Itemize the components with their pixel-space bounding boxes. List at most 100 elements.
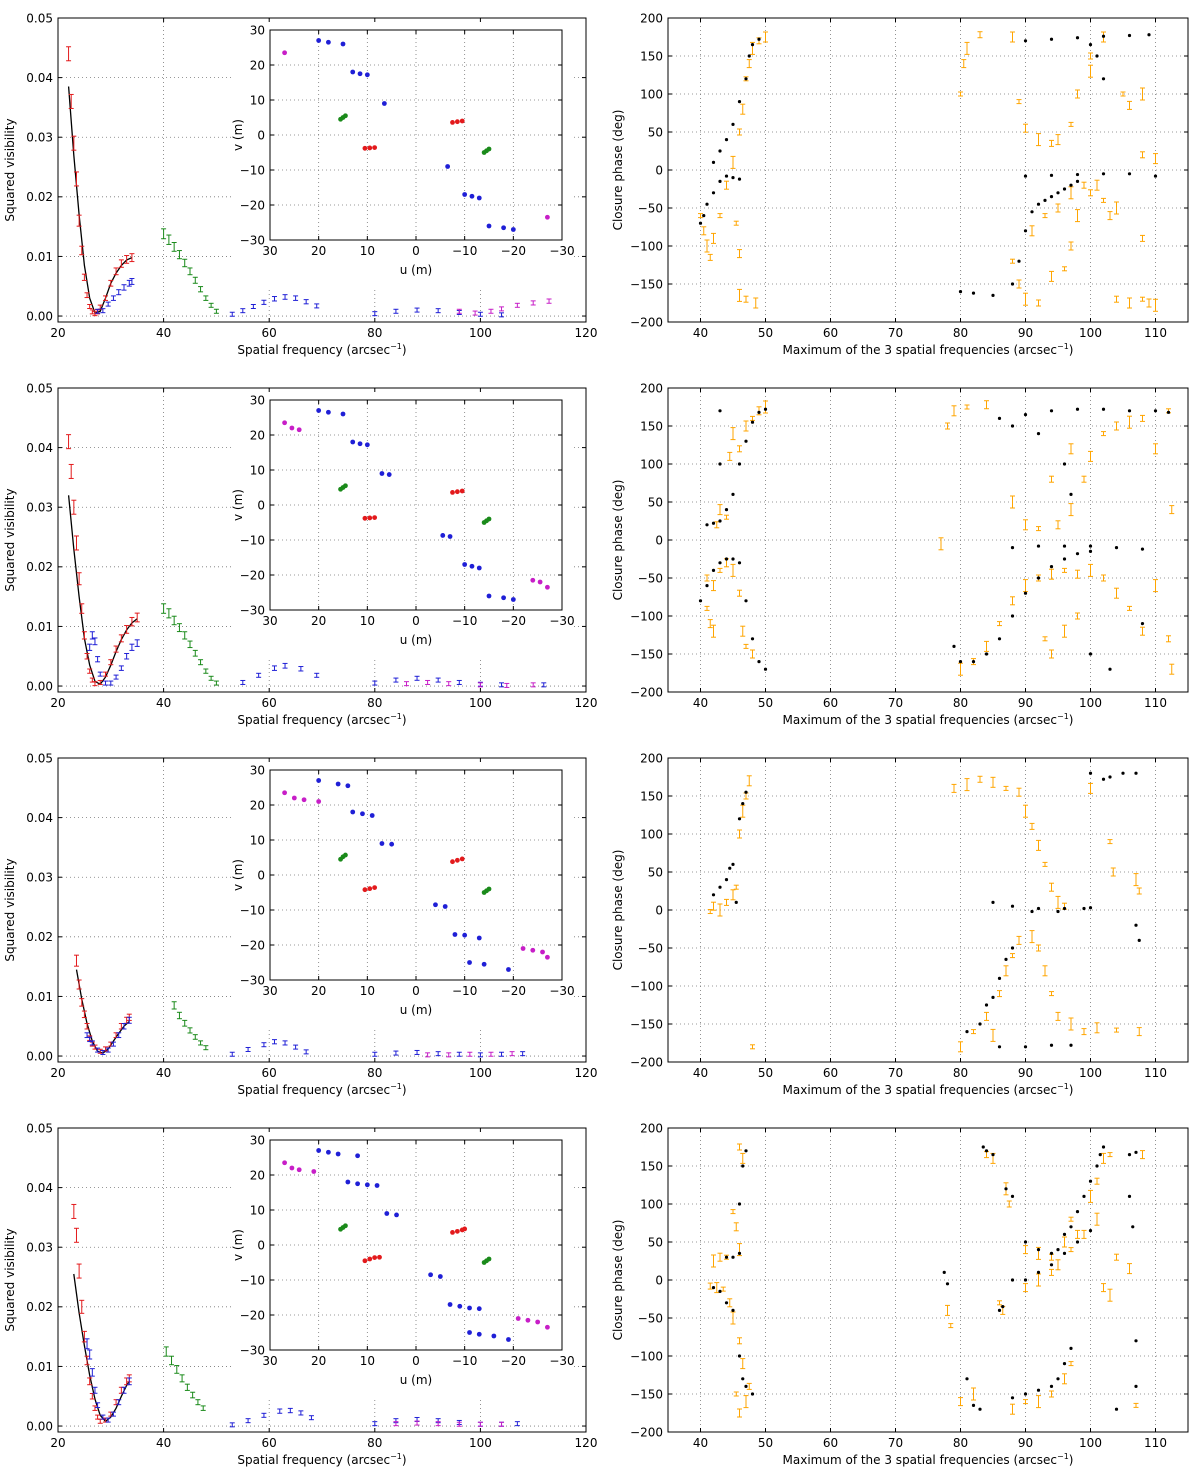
closure-model-point: [1114, 546, 1119, 550]
uv-point-magenta: [520, 946, 526, 951]
closure-model-point: [1140, 547, 1145, 551]
closure-model-point: [1114, 1407, 1119, 1411]
uv-point-blue: [452, 932, 458, 937]
uv-point-red: [367, 1256, 373, 1262]
x-tick-label: 80: [953, 1436, 968, 1450]
closure-row1: 40 50 60 70 80 90 100 110 −200 −150 −100 −50 0 50 100 1…: [611, 11, 1189, 357]
uv-point-green: [486, 516, 492, 522]
x-axis-label: Maximum of the 3 spatial frequencies (ar…: [783, 1452, 1074, 1467]
x-tick-label: 60: [262, 1436, 277, 1450]
closure-model-point: [997, 637, 1002, 641]
closure-model-point: [1010, 1396, 1015, 1400]
closure-model-point: [1101, 777, 1106, 781]
closure-model-point: [1153, 409, 1158, 413]
x-tick-label: 60: [823, 326, 838, 340]
x-tick-label: 80: [953, 326, 968, 340]
closure-model-point: [1101, 34, 1106, 38]
x-axis-label-sup: −1: [1057, 1452, 1069, 1461]
closure-row4: 40 50 60 70 80 90 100 110 −200 −150 −100 −50 0 50 100 1…: [611, 1121, 1189, 1467]
y-tick-label: 20: [250, 58, 265, 72]
closure-model-point: [1131, 1225, 1135, 1229]
x-tick-label: 10: [360, 1354, 375, 1368]
closure-model-point: [741, 1377, 745, 1381]
x-axis-label-end: ): [1069, 1083, 1074, 1097]
plot-frame: [667, 1127, 1189, 1433]
closure-model-point: [1075, 552, 1080, 556]
closure-model-point: [711, 1286, 716, 1290]
closure-model-point: [1075, 172, 1080, 177]
uv-point-blue: [462, 932, 468, 938]
uv-point-blue: [501, 225, 506, 231]
closure-model-point: [1134, 1150, 1138, 1154]
y-tick-label: −50: [638, 1311, 663, 1325]
closure-model-point: [750, 420, 755, 424]
closure-model-point: [1069, 1043, 1073, 1047]
uv-point-red: [450, 859, 455, 865]
closure-model-point: [984, 1149, 989, 1153]
y-tick-label: 20: [250, 798, 265, 812]
x-axis-label-text: Maximum of the 3 spatial frequencies (ar…: [783, 1083, 1057, 1097]
x-tick-label: 30: [262, 1354, 277, 1368]
uv-point-blue: [335, 1151, 341, 1157]
y-tick-label: 0: [257, 1238, 265, 1252]
x-tick-label: 80: [367, 326, 382, 340]
closure-model-point: [1049, 565, 1054, 569]
closure-model-point: [1088, 652, 1093, 656]
closure-model-point: [702, 214, 706, 218]
y-tick-label: 0.00: [26, 679, 53, 693]
y-tick-label: 0: [257, 128, 265, 142]
uv-point-blue: [350, 439, 356, 445]
x-tick-label: 0: [412, 614, 420, 628]
uv-point-blue: [389, 841, 395, 847]
closure-model-point: [757, 410, 761, 414]
uv-point-red: [362, 1258, 368, 1264]
closure-model-point: [711, 160, 716, 164]
y-tick-label: −150: [630, 1017, 663, 1031]
closure-model-point: [1023, 229, 1028, 233]
uv-point-blue: [510, 597, 516, 602]
closure-model-point: [1134, 1384, 1138, 1388]
closure-model-point: [1043, 198, 1047, 202]
closure-model-point: [1062, 1232, 1067, 1236]
x-tick-label: 70: [888, 1066, 903, 1080]
x-tick-label: 40: [156, 326, 171, 340]
x-tick-label: 20: [311, 244, 326, 258]
closure-model-point: [734, 900, 738, 905]
uv-point-blue: [462, 562, 468, 567]
closure-model-point: [731, 557, 735, 561]
uv-point-blue: [476, 195, 482, 201]
plot-area: [73, 954, 526, 1058]
closure-model-point: [705, 523, 709, 527]
inset-frame: [269, 1139, 563, 1351]
closure-model-point: [744, 790, 748, 794]
closure-model-point: [718, 561, 722, 565]
x-tick-label: 70: [888, 326, 903, 340]
uv-point-magenta: [545, 1324, 550, 1330]
uv-point-red: [362, 145, 368, 151]
closure-model-point: [705, 202, 709, 206]
closure-model-point: [1062, 187, 1067, 191]
y-axis-label: Squared visibility: [3, 488, 17, 591]
uv-point-magenta: [282, 790, 287, 796]
y-tick-label: −200: [630, 1055, 663, 1069]
closure-model-point: [1023, 413, 1028, 417]
uv-point-blue: [357, 71, 363, 77]
closure-model-point: [1049, 1384, 1054, 1388]
inset-y-label: v (m): [231, 859, 245, 891]
y-tick-label: −20: [240, 1308, 265, 1322]
uv-point-blue: [506, 967, 511, 972]
closure-model-point: [1036, 544, 1041, 548]
uv-point-blue: [364, 1182, 370, 1188]
x-axis-label: Spatial frequency (arcsec−1): [237, 1082, 406, 1097]
y-tick-label: −100: [630, 239, 663, 253]
uv-point-blue: [374, 1183, 380, 1188]
x-axis-label-sup: −1: [390, 712, 402, 721]
x-tick-label: 30: [262, 244, 277, 258]
uv-point-red: [459, 856, 465, 862]
x-tick-label: −20: [501, 984, 526, 998]
closure-model-point: [1049, 173, 1054, 177]
x-tick-label: 60: [262, 326, 277, 340]
inset-y-label: v (m): [231, 1229, 245, 1261]
closure-model-point: [1004, 1187, 1008, 1191]
